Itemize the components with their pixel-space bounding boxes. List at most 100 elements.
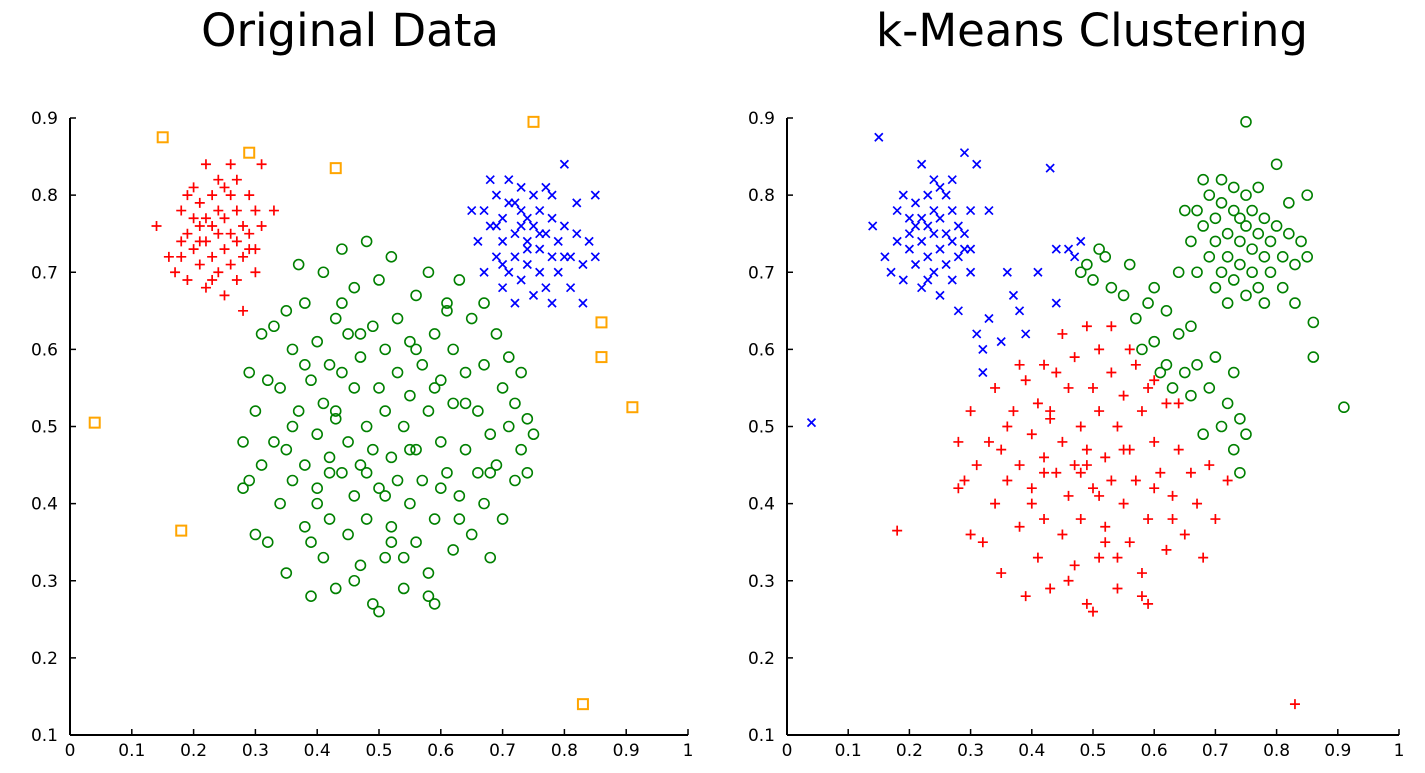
y-tick-label: 0.4 xyxy=(748,495,775,515)
data-point-cross xyxy=(947,236,957,247)
data-point-plus xyxy=(1008,406,1019,417)
data-point-plus xyxy=(1289,699,1300,710)
data-point-circle xyxy=(342,528,354,541)
data-point-cross xyxy=(941,229,951,239)
data-point-circle xyxy=(422,567,435,579)
data-point-cross xyxy=(584,236,594,247)
data-point-circle xyxy=(1209,351,1222,363)
data-point-circle xyxy=(416,474,429,487)
data-point-plus xyxy=(188,182,199,193)
data-point-circle xyxy=(1191,358,1203,371)
series-circle xyxy=(237,235,540,618)
data-point-circle xyxy=(441,466,453,479)
data-point-cross xyxy=(535,205,545,216)
data-point-plus xyxy=(1026,498,1037,509)
y-tick-label: 0.5 xyxy=(31,418,58,438)
data-point-cross xyxy=(516,205,526,216)
x-tick-label: 0.2 xyxy=(180,741,207,761)
data-point-circle xyxy=(274,382,286,394)
data-point-plus xyxy=(182,190,193,201)
y-tick-label: 0.6 xyxy=(748,340,775,360)
data-point-cross xyxy=(497,259,508,270)
data-point-circle xyxy=(478,358,490,371)
data-point-cross xyxy=(923,221,933,231)
data-point-circle xyxy=(521,412,534,425)
data-point-circle xyxy=(1136,343,1148,356)
y-tick-label: 0.9 xyxy=(748,109,775,129)
data-point-plus xyxy=(1081,460,1092,471)
data-point-cross xyxy=(892,205,902,216)
data-point-circle xyxy=(397,420,410,433)
data-point-plus xyxy=(953,436,964,447)
data-point-plus xyxy=(1136,568,1147,579)
data-point-plus xyxy=(1143,382,1154,393)
data-point-cross xyxy=(929,229,939,239)
data-point-circle xyxy=(305,374,317,387)
data-point-cross xyxy=(1051,298,1061,308)
data-point-plus xyxy=(250,267,261,278)
data-point-plus xyxy=(1026,483,1037,494)
data-point-cross xyxy=(917,283,927,293)
x-tick-label: 0.9 xyxy=(613,741,640,761)
data-point-plus xyxy=(1069,560,1080,571)
data-point-cross xyxy=(547,298,557,308)
data-point-circle xyxy=(1338,401,1350,414)
data-point-circle xyxy=(305,536,317,548)
data-point-plus xyxy=(1088,483,1098,494)
data-point-circle xyxy=(1227,204,1240,217)
data-point-plus xyxy=(1039,359,1050,370)
data-point-plus xyxy=(990,498,1001,509)
data-point-cross xyxy=(996,337,1006,347)
data-point-plus xyxy=(170,267,181,278)
data-point-circle xyxy=(1074,266,1087,279)
data-point-cross xyxy=(491,252,502,262)
data-point-circle xyxy=(336,243,348,255)
data-point-plus xyxy=(268,205,279,216)
data-point-circle xyxy=(1154,366,1167,379)
data-point-cross xyxy=(941,259,951,270)
data-point-plus xyxy=(213,174,224,185)
data-point-cross xyxy=(510,198,520,208)
data-point-plus xyxy=(892,525,903,536)
data-point-plus xyxy=(182,274,193,285)
data-point-circle xyxy=(472,466,484,479)
data-point-plus xyxy=(225,259,236,270)
data-point-circle xyxy=(379,343,391,356)
data-point-circle xyxy=(237,482,249,495)
x-tick-label: 0.2 xyxy=(896,741,923,761)
data-point-plus xyxy=(194,220,205,231)
data-point-circle xyxy=(410,343,422,356)
data-point-cross xyxy=(1045,163,1055,173)
data-point-circle xyxy=(1234,235,1246,248)
data-point-plus xyxy=(207,274,218,285)
data-point-circle xyxy=(1264,266,1277,279)
data-point-circle xyxy=(1166,382,1179,394)
data-point-circle xyxy=(502,351,515,363)
data-point-cross xyxy=(978,344,988,354)
data-point-plus xyxy=(1057,328,1068,339)
data-point-circle xyxy=(336,366,348,379)
data-point-circle xyxy=(391,474,404,487)
data-point-plus xyxy=(1118,444,1129,455)
data-point-circle xyxy=(385,520,398,533)
data-point-cross xyxy=(547,213,557,223)
data-point-circle xyxy=(1270,158,1283,171)
data-point-circle xyxy=(367,443,379,456)
data-point-plus xyxy=(1100,521,1111,532)
data-point-circle xyxy=(496,382,509,394)
data-point-circle xyxy=(515,366,527,379)
data-point-circle xyxy=(1234,466,1246,479)
data-point-cross xyxy=(516,221,526,231)
data-point-plus xyxy=(977,537,988,548)
data-point-circle xyxy=(1307,316,1320,329)
data-point-circle xyxy=(342,436,354,448)
data-point-cross xyxy=(1051,244,1061,254)
data-point-plus xyxy=(1081,598,1092,609)
data-point-circle xyxy=(305,590,317,602)
data-point-cross xyxy=(935,244,945,254)
data-point-circle xyxy=(434,374,447,387)
data-point-plus xyxy=(1081,444,1092,455)
data-point-circle xyxy=(299,520,311,533)
data-point-plus xyxy=(1057,529,1068,540)
data-point-square xyxy=(175,524,188,537)
